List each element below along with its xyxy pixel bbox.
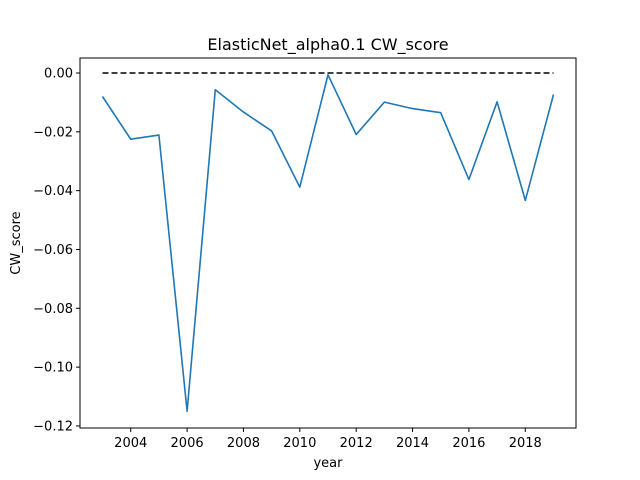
y-axis: 0.00 −0.02 −0.04 −0.06 −0.08 −0.10 −0.12: [33, 67, 80, 434]
x-tick-label: 2014: [396, 436, 429, 451]
x-axis: 2004 2006 2008 2010 2012 2014 2016 2018: [114, 428, 542, 451]
chart-title: ElasticNet_alpha0.1 CW_score: [207, 35, 448, 55]
y-axis-label: CW_score: [9, 211, 24, 274]
x-tick-label: 2016: [452, 436, 485, 451]
x-axis-label: year: [313, 456, 343, 471]
y-tick-label: −0.12: [33, 419, 73, 434]
y-tick-label: −0.04: [33, 184, 73, 199]
x-tick-label: 2008: [227, 436, 260, 451]
x-tick-label: 2004: [114, 436, 147, 451]
cw-score-line: [101, 74, 555, 413]
x-tick-label: 2018: [509, 436, 542, 451]
plot-area: [101, 72, 555, 413]
x-tick-label: 2012: [340, 436, 373, 451]
x-tick-label: 2006: [171, 436, 204, 451]
y-tick-label: −0.02: [33, 125, 73, 140]
plot-frame: [79, 57, 577, 429]
y-tick-label: −0.10: [33, 361, 73, 376]
x-tick-label: 2010: [283, 436, 316, 451]
y-tick-label: 0.00: [44, 67, 73, 82]
y-tick-label: −0.08: [33, 302, 73, 317]
y-tick-label: −0.06: [33, 243, 73, 258]
